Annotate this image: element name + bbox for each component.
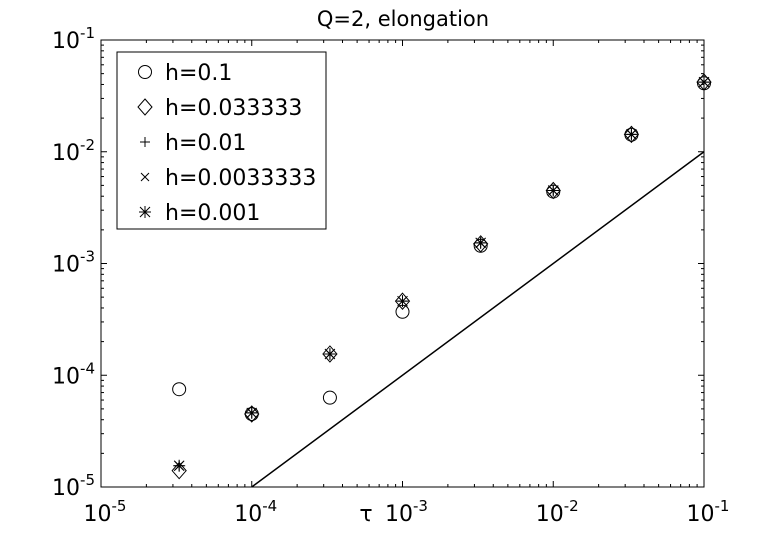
- legend-label: h=0.033333: [165, 96, 302, 121]
- legend-marker: [137, 98, 153, 116]
- data-point: [323, 347, 336, 360]
- x-axis-label: τ: [359, 502, 372, 527]
- y-tick-label: 10-2: [52, 136, 95, 166]
- data-point: [473, 235, 489, 253]
- y-tick-label: 10-4: [52, 359, 95, 389]
- x-tick-label: 10-1: [687, 497, 730, 527]
- y-tick-label: 10-3: [52, 248, 95, 278]
- data-point: [545, 181, 561, 200]
- data-point: [171, 461, 187, 480]
- data-point: [396, 295, 409, 308]
- chart-title: Q=2, elongation: [317, 7, 489, 31]
- legend: h=0.1 h=0.033333 h=0.01 h=0.0033333 h=0.001: [116, 51, 327, 230]
- data-point: [172, 382, 187, 397]
- reference-line: [251, 151, 705, 488]
- data-point: [394, 292, 411, 310]
- x-tick-label: 10-5: [84, 497, 127, 527]
- x-tick-label: 10-4: [234, 497, 277, 527]
- legend-marker: [140, 137, 150, 147]
- series-h=0.033333: [171, 73, 712, 480]
- data-point: [245, 406, 258, 419]
- data-point: [623, 125, 640, 144]
- series-h=0.001: [173, 76, 710, 472]
- y-tick-label: 10-1: [52, 24, 95, 54]
- data-point: [547, 184, 560, 197]
- legend-label: h=0.01: [165, 131, 246, 156]
- data-point: [625, 128, 638, 141]
- axis-ticks: 10-5 10-4 10-3 10-2 10-1 10-5 10-4 10-3 10-2 10-1: [52, 24, 729, 527]
- legend-marker: [139, 206, 151, 218]
- reference-line-group: [251, 151, 705, 488]
- data-point: [173, 459, 186, 472]
- data-points: [171, 73, 712, 480]
- legend-label: h=0.1: [165, 61, 232, 86]
- data-point: [698, 76, 710, 89]
- x-tick-label: 10-3: [385, 497, 428, 527]
- x-tick-label: 10-2: [536, 497, 579, 527]
- legend-label: h=0.001: [165, 201, 260, 226]
- legend-marker: [140, 172, 150, 182]
- legend-label: h=0.0033333: [165, 166, 316, 191]
- data-point: [322, 390, 337, 405]
- legend-box: [116, 51, 327, 230]
- data-point: [244, 405, 260, 423]
- y-tick-label: 10-5: [52, 471, 95, 501]
- legend-marker: [138, 65, 152, 79]
- data-point: [696, 73, 712, 91]
- data-point: [474, 236, 487, 249]
- data-point: [322, 345, 338, 363]
